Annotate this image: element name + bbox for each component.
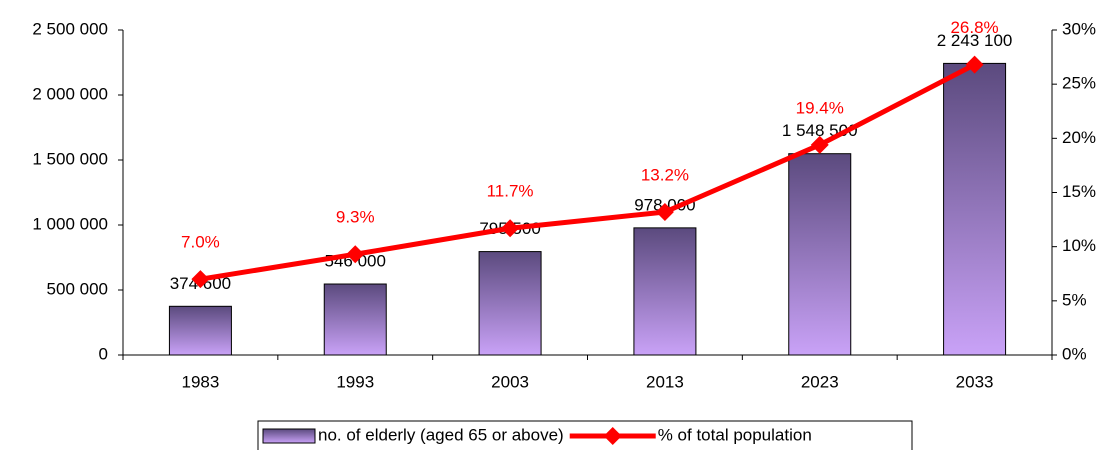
marker <box>346 245 365 264</box>
y2-tick-label: 20% <box>1062 128 1096 147</box>
x-tick-label: 2013 <box>646 372 684 391</box>
bar <box>943 62 1007 356</box>
marker <box>501 219 520 238</box>
bar <box>633 227 697 356</box>
line-value-label: 26.8% <box>950 18 998 37</box>
line <box>200 62 976 282</box>
bar <box>168 305 232 356</box>
line-value-label: 7.0% <box>181 233 220 252</box>
y-tick-label: 2 000 000 <box>32 84 108 103</box>
line-value-label: 11.7% <box>487 182 534 201</box>
legend-swatch <box>262 428 316 444</box>
y2-tick-label: 0% <box>1062 344 1087 363</box>
x-tick-label: 2023 <box>801 372 839 391</box>
y-tick-label: 2 500 000 <box>32 19 108 38</box>
bar <box>478 251 542 356</box>
line-value-label: 19.4% <box>796 98 844 117</box>
line-value-label: 9.3% <box>336 208 375 227</box>
marker <box>965 55 984 74</box>
y2-tick-label: 25% <box>1062 74 1096 93</box>
marker <box>191 270 210 289</box>
y2-tick-label: 30% <box>1062 19 1096 38</box>
bar <box>788 153 852 356</box>
y-tick-label: 500 000 <box>47 279 108 298</box>
bar <box>323 283 387 356</box>
y-tick-label: 1 000 000 <box>32 214 108 233</box>
x-tick-label: 1993 <box>336 372 374 391</box>
y2-tick-label: 15% <box>1062 182 1096 201</box>
legend-label: no. of elderly (aged 65 or above) <box>318 425 564 444</box>
line-value-label: 13.2% <box>641 165 689 184</box>
marker <box>655 203 674 221</box>
bar-value-label: 2 243 100 <box>937 31 1013 50</box>
x-tick-label: 2033 <box>956 372 994 391</box>
y-tick-label: 0 <box>99 344 108 363</box>
legend-marker <box>603 427 622 445</box>
marker <box>810 135 829 154</box>
legend-label: % of total population <box>658 425 812 444</box>
x-tick-label: 2003 <box>491 372 529 391</box>
y2-tick-label: 10% <box>1062 236 1096 255</box>
x-tick-label: 1983 <box>182 372 220 391</box>
y-tick-label: 1 500 000 <box>32 149 108 168</box>
y2-tick-label: 5% <box>1062 290 1087 309</box>
